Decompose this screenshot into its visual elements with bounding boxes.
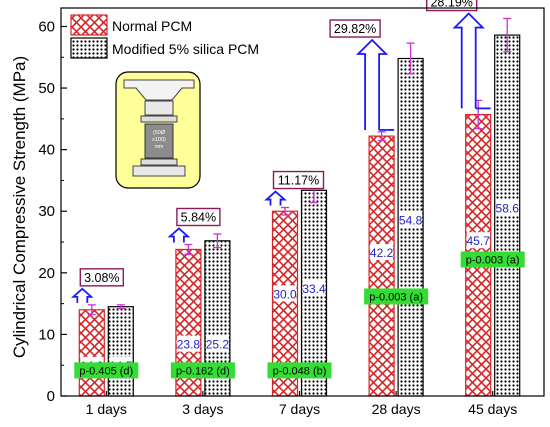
- percent-increase-label: 11.17%: [278, 174, 319, 188]
- machine-upper-disc-icon: [140, 115, 178, 123]
- increase-arrow: [264, 190, 287, 206]
- increase-arrow-icon: [70, 287, 94, 303]
- increase-arrow: [452, 12, 491, 110]
- bar-modified-pcm: [107, 306, 134, 397]
- y-axis-label: Cylindrical Compressive Strength (MPa): [10, 56, 29, 358]
- value-label-normal: 23.8: [177, 338, 201, 352]
- increase-arrow-icon: [452, 12, 485, 109]
- percent-increase-box: [176, 207, 221, 227]
- p-value-badge-bg: [170, 362, 235, 379]
- value-label-modified-bg: [302, 280, 326, 297]
- value-label-normal-bg: [466, 232, 490, 249]
- specimen-label-bot: mm: [155, 144, 163, 150]
- y-tick-label: 60: [38, 18, 55, 35]
- p-value-badge: p-0.003 (a): [460, 251, 525, 268]
- percent-increase-badge: 5.84%: [176, 207, 221, 227]
- p-value-label: p-0.003 (a): [466, 255, 520, 267]
- value-label-modified: 33.4: [302, 282, 326, 296]
- p-value-badge-bg: [74, 362, 139, 379]
- percent-increase-box: [272, 170, 325, 190]
- y-tick-label: 30: [38, 203, 55, 220]
- p-value-badge-bg: [364, 288, 429, 305]
- inset-illustration: (50Ø x100) mm: [115, 71, 201, 189]
- x-tick-label: 3 days: [182, 401, 223, 417]
- increase-arrow-icon: [355, 38, 389, 130]
- y-tick-label: 50: [38, 80, 55, 97]
- value-label-modified: 25.2: [206, 338, 230, 352]
- y-tick-label: 10: [38, 326, 55, 343]
- p-value-label: p-0.048 (b): [273, 365, 327, 377]
- value-label-modified: 58.6: [496, 201, 520, 215]
- p-value-badge-bg: [460, 251, 525, 268]
- x-tick-label: 45 days: [468, 401, 517, 417]
- value-label-modified-bg: [495, 199, 519, 216]
- bar-modified-pcm: [494, 34, 521, 397]
- machine-lower-disc-icon: [140, 158, 178, 166]
- p-value-badge: p-0.405 (d): [74, 362, 139, 379]
- value-label-normal-bg: [176, 335, 200, 352]
- percent-increase-box: [329, 19, 381, 38]
- p-value-label: p-0.405 (d): [79, 365, 133, 377]
- machine-head-icon: [123, 79, 195, 101]
- y-axis: 0 10 20 30 40 50 60: [38, 18, 67, 405]
- legend-swatch-modified: [70, 37, 108, 59]
- legend: Normal PCM Modified 5% silica PCM: [70, 14, 259, 59]
- increase-arrow-icon: [167, 227, 191, 243]
- increase-arrow: [70, 287, 94, 303]
- x-tick-label: 1 days: [86, 401, 127, 417]
- p-value-badge-bg: [267, 362, 332, 379]
- bar-normal-pcm: [78, 309, 105, 397]
- legend-label-normal: Normal PCM: [112, 18, 192, 34]
- plot-frame: [60, 7, 545, 397]
- y-tick-label: 0: [47, 388, 55, 405]
- legend-swatch-normal: [70, 14, 108, 36]
- value-label-modified-bg: [399, 211, 423, 228]
- specimen-label-top: (50Ø: [153, 130, 166, 136]
- value-label-normal: 42.2: [370, 246, 394, 260]
- p-value-badge: p-0.162 (d): [170, 362, 235, 379]
- percent-increase-label: 29.82%: [334, 22, 376, 36]
- x-tick-label: 28 days: [372, 401, 421, 417]
- specimen-label-mid: x100): [152, 137, 166, 143]
- x-tick-label: 7 days: [279, 401, 320, 417]
- percent-increase-badge: 11.17%: [272, 170, 325, 190]
- value-label-modified-bg: [205, 335, 229, 352]
- p-value-badge: p-0.048 (b): [267, 362, 332, 379]
- machine-base-icon: [132, 165, 186, 177]
- increase-arrow: [355, 38, 395, 131]
- percent-increase-badge: 3.08%: [79, 268, 125, 287]
- y-tick-label: 40: [38, 142, 55, 159]
- increase-arrow-icon: [264, 190, 287, 206]
- percent-increase-badge: 28.19%: [426, 0, 478, 12]
- value-label-normal-bg: [370, 244, 394, 261]
- bar-normal-pcm: [368, 135, 395, 397]
- increase-arrow: [167, 227, 191, 243]
- percent-increase-box: [426, 0, 478, 12]
- percent-increase-badge: 29.82%: [329, 19, 381, 38]
- specimen-cylinder-icon: [144, 123, 174, 159]
- value-label-normal: 30.0: [273, 287, 297, 301]
- value-label-normal: 45.7: [467, 234, 491, 248]
- percent-increase-label: 3.08%: [84, 271, 119, 285]
- percent-increase-label: 28.19%: [430, 0, 472, 10]
- x-axis: 1 days 3 days 7 days 28 days 45 days: [86, 391, 517, 417]
- p-value-label: p-0.162 (d): [176, 365, 230, 377]
- value-label-modified: 54.8: [399, 214, 423, 228]
- machine-upper-plate-icon: [144, 100, 174, 116]
- percent-increase-label: 5.84%: [181, 210, 216, 224]
- p-value-label: p-0.003 (a): [369, 291, 423, 303]
- p-value-badge: p-0.003 (a): [364, 288, 429, 305]
- y-tick-label: 20: [38, 265, 55, 282]
- legend-label-modified: Modified 5% silica PCM: [112, 41, 259, 57]
- annotation-layer: 14.014.5p-0.405 (d)3.08%23.825.2p-0.162 …: [70, 0, 525, 379]
- percent-increase-box: [79, 268, 125, 287]
- value-label-normal-bg: [273, 285, 297, 302]
